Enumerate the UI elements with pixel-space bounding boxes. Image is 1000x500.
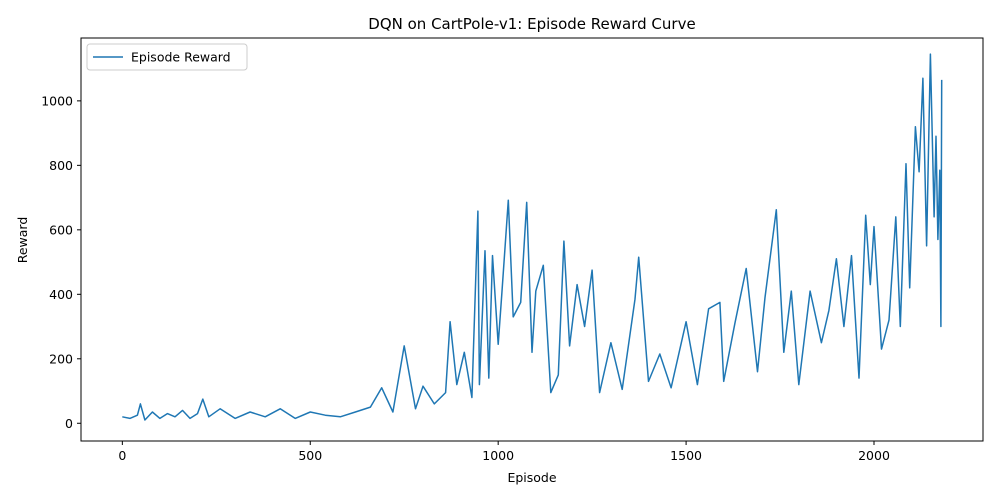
x-tick-label: 1500 xyxy=(670,448,702,463)
y-tick-label: 600 xyxy=(49,222,73,237)
y-axis-label: Reward xyxy=(15,217,30,264)
x-axis-label: Episode xyxy=(507,470,556,485)
legend: Episode Reward xyxy=(86,43,248,71)
y-tick-label: 1000 xyxy=(41,93,73,108)
y-tick-label: 200 xyxy=(49,351,73,366)
y-tick-label: 400 xyxy=(49,287,73,302)
plot-frame xyxy=(80,37,984,442)
x-tick-label: 2000 xyxy=(858,448,890,463)
x-tick-label: 0 xyxy=(118,448,126,463)
legend-label: Episode Reward xyxy=(131,50,231,65)
series-line-episode-reward xyxy=(122,53,943,421)
x-tick-label: 1000 xyxy=(482,448,514,463)
y-tick-label: 800 xyxy=(49,158,73,173)
y-axis-ticks: 0 200 400 600 800 1000 xyxy=(41,93,81,431)
x-axis-ticks: 0 500 1000 1500 2000 xyxy=(118,441,890,463)
legend-box xyxy=(86,43,248,71)
y-tick-label: 0 xyxy=(65,416,73,431)
x-tick-label: 500 xyxy=(298,448,322,463)
chart-title: DQN on CartPole-v1: Episode Reward Curve xyxy=(368,15,695,33)
